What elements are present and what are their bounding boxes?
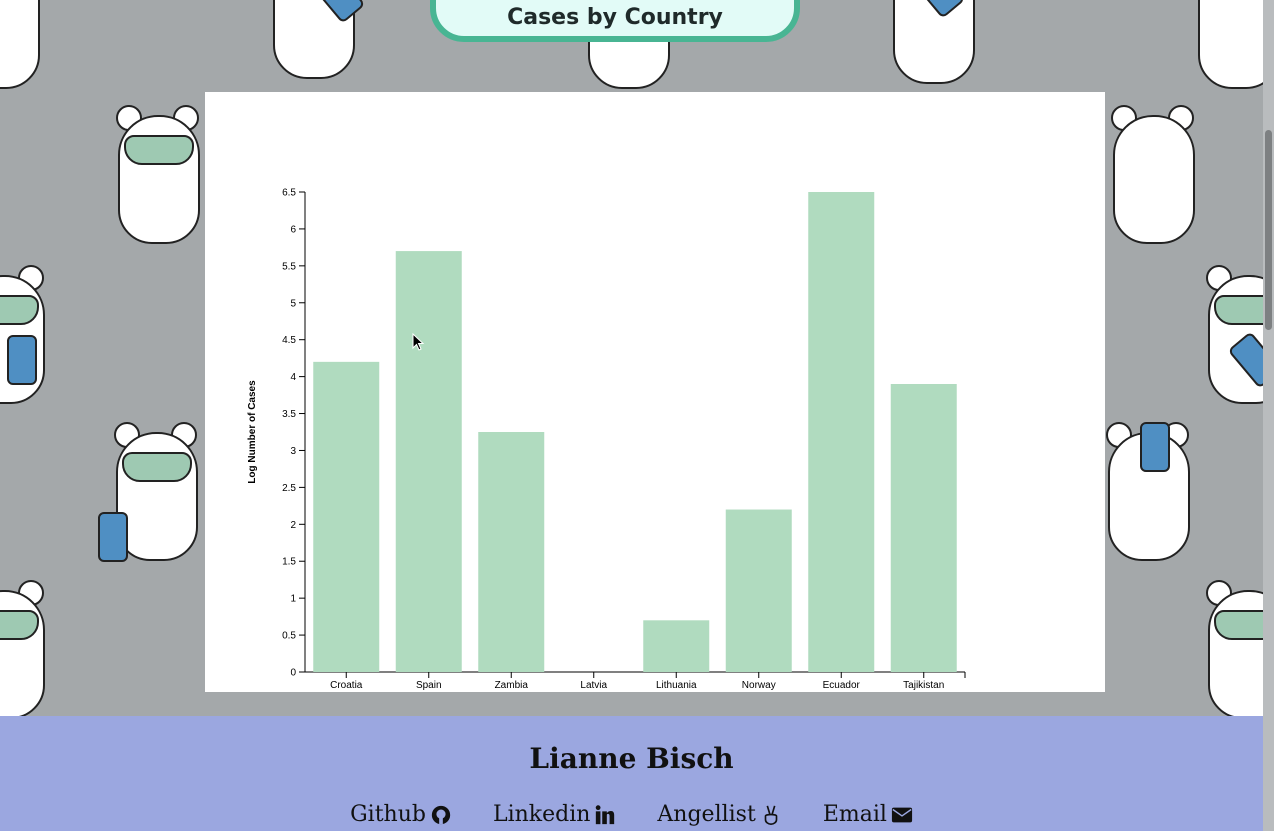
mouse-cursor-icon (412, 333, 425, 351)
bear-illustration (1190, 0, 1274, 90)
bar-ecuador (808, 192, 875, 672)
linkedin-link-label: Linkedin (492, 802, 591, 827)
linkedin-link[interactable]: Linkedin (493, 802, 616, 827)
email-link[interactable]: Email (823, 802, 913, 827)
y-tick-label: 2 (290, 520, 296, 531)
bar-spain (395, 251, 462, 673)
x-tick-label: Zambia (495, 680, 529, 691)
x-tick-label: Latvia (580, 680, 607, 691)
angellist-link[interactable]: Angellist (657, 802, 781, 827)
angellist-link-label: Angellist (657, 802, 756, 827)
bear-illustration (110, 95, 205, 245)
bar-croatia (313, 361, 380, 672)
bear-illustration (98, 412, 203, 562)
y-tick-label: 6.5 (282, 188, 296, 199)
author-name: Lianne Bisch (529, 742, 734, 775)
y-tick-label: 6 (290, 224, 296, 235)
bear-illustration (0, 255, 50, 405)
bar-tajikistan (890, 384, 957, 672)
y-axis-label: Log Number of Cases (247, 380, 258, 484)
bar-norway (725, 509, 792, 672)
y-tick-label: 5 (290, 298, 296, 309)
y-tick-label: 0.5 (282, 631, 296, 642)
scrollbar-thumb[interactable] (1265, 130, 1272, 330)
github-icon (431, 805, 451, 824)
bar-chart: 0 0.5 1 1.5 2 2.5 3 3.5 4 4.5 5 5.5 6 6.5 Croatia Spain… (247, 188, 966, 691)
x-tick-label: Tajikistan (903, 680, 944, 691)
envelope-icon (891, 807, 913, 822)
y-tick-label: 3.5 (282, 409, 296, 420)
y-tick-label: 2.5 (282, 483, 296, 494)
github-link-label: Github (350, 802, 426, 827)
bar-lithuania (643, 620, 710, 672)
social-links: Github Linkedin Angellist Email (0, 802, 1263, 827)
y-tick-label: 4 (290, 372, 296, 383)
bear-illustration (265, 0, 366, 80)
peace-hand-icon (764, 805, 778, 825)
bar-zambia (478, 432, 545, 672)
y-tick-label: 0 (290, 668, 296, 679)
bear-illustration (885, 0, 980, 85)
x-tick-label: Norway (742, 680, 776, 691)
y-tick-label: 1 (290, 594, 296, 605)
x-tick-label: Croatia (330, 680, 363, 691)
title-banner: Cases by Country (430, 0, 800, 42)
x-tick-label: Ecuador (823, 680, 861, 691)
bear-illustration (1100, 412, 1195, 562)
email-link-label: Email (822, 802, 887, 827)
bear-illustration (0, 0, 45, 90)
y-tick-label: 5.5 (282, 261, 296, 272)
footer: Lianne Bisch Github Linkedin Angellist E… (0, 716, 1263, 831)
y-tick-label: 1.5 (282, 557, 296, 568)
x-tick-label: Spain (416, 680, 442, 691)
page-title: Cases by Country (507, 5, 723, 30)
linkedin-icon (596, 804, 615, 824)
x-tick-label: Lithuania (656, 680, 697, 691)
bear-illustration (0, 570, 50, 720)
y-tick-label: 4.5 (282, 335, 296, 346)
bear-illustration (1105, 95, 1200, 245)
y-tick-label: 3 (290, 446, 296, 457)
page-scrollbar[interactable] (1263, 0, 1274, 831)
chart-card: 0 0.5 1 1.5 2 2.5 3 3.5 4 4.5 5 5.5 6 6.5 Croatia Spain… (205, 92, 1105, 692)
github-link[interactable]: Github (350, 802, 452, 827)
